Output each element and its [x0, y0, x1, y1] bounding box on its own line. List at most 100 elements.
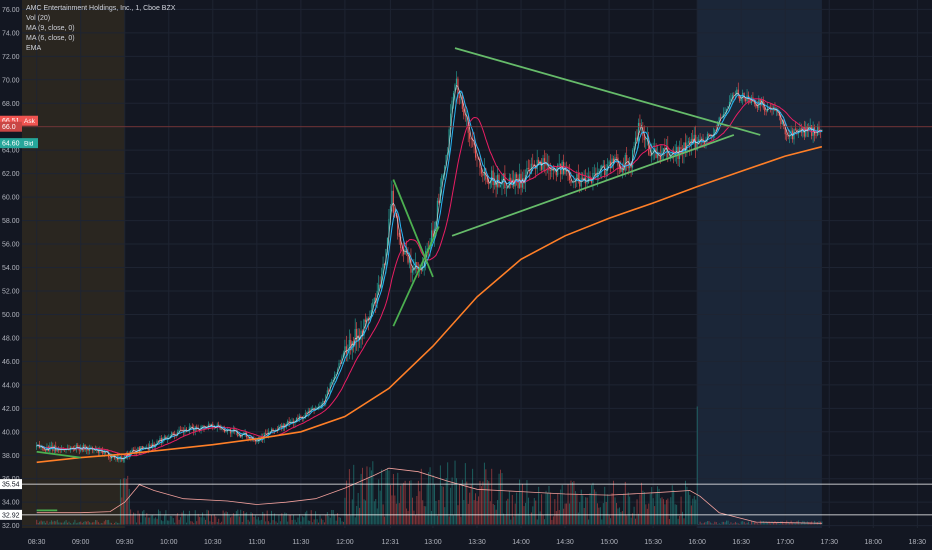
candle-body — [113, 455, 116, 459]
volume-bar — [397, 472, 399, 525]
volume-bar — [702, 523, 704, 525]
candle-body — [124, 454, 126, 459]
volume-bar — [720, 523, 722, 525]
volume-bar — [491, 468, 493, 525]
ema-line — [36, 145, 823, 464]
indicator-ma6[interactable]: MA (6, close, 0) — [26, 35, 75, 42]
volume-bar — [504, 515, 506, 525]
volume-bar — [398, 503, 400, 525]
volume-bar — [689, 494, 691, 525]
volume-bar — [365, 500, 366, 525]
volume-bar — [206, 509, 208, 525]
volume-bar — [602, 503, 604, 525]
volume-bar — [161, 520, 162, 525]
candle-body — [316, 406, 318, 410]
candle-body — [676, 147, 678, 154]
trendline — [454, 47, 761, 136]
price-tag-label: 66.0 — [2, 124, 16, 131]
candle-body — [448, 129, 450, 153]
volume-bar — [384, 516, 386, 525]
candle-body — [278, 426, 280, 430]
x-tick-label: 15:00 — [600, 539, 618, 546]
candle-body — [499, 185, 502, 187]
volume-bar — [412, 497, 413, 525]
candle-body — [674, 153, 676, 154]
candle-body — [150, 444, 152, 448]
volume-bar — [561, 485, 563, 525]
volume-bar — [792, 523, 794, 525]
volume-bar — [522, 483, 523, 525]
volume-bar — [375, 499, 377, 525]
volume-bar — [821, 521, 823, 525]
volume-bar — [181, 512, 183, 525]
candle-body — [93, 449, 95, 451]
candle-body — [403, 250, 405, 255]
candle-body — [118, 458, 120, 460]
candle-body — [452, 93, 455, 101]
candle-body — [382, 263, 384, 275]
candle-body — [328, 390, 330, 392]
volume-bar — [400, 485, 402, 525]
volume-bar — [516, 492, 518, 525]
candle-body — [353, 341, 355, 345]
volume-bar — [234, 514, 236, 525]
volume-bar — [196, 521, 198, 525]
candle-body — [636, 137, 638, 142]
candle-body — [115, 456, 117, 459]
indicator-ema[interactable]: EMA — [26, 45, 42, 52]
candle-body — [309, 410, 311, 413]
x-tick-label: 14:00 — [512, 539, 530, 546]
volume-bar — [711, 523, 713, 525]
volume-bar — [127, 475, 129, 525]
volume-bar — [121, 497, 123, 525]
candle-body — [363, 319, 365, 336]
candle-body — [505, 187, 507, 189]
candle-body — [586, 182, 588, 184]
volume-bar — [686, 486, 688, 525]
volume-bar — [128, 488, 130, 525]
volume-bar — [569, 503, 570, 525]
volume-bar — [222, 510, 224, 525]
candle-body — [715, 130, 717, 131]
candle-body — [646, 137, 648, 139]
candle-body — [416, 262, 418, 269]
volume-bar — [645, 504, 647, 525]
trendline — [451, 134, 735, 237]
volume-bar — [391, 495, 393, 525]
volume-bar — [478, 496, 479, 525]
indicator-vol[interactable]: Vol (20) — [26, 15, 51, 22]
symbol-title[interactable]: AMC Entertainment Holdings, Inc., 1, Cbo… — [26, 5, 176, 12]
candle-body — [122, 458, 124, 461]
volume-bar — [729, 523, 730, 525]
volume-bar — [668, 519, 670, 525]
volume-bar — [114, 522, 115, 525]
candle-body — [784, 126, 786, 135]
volume-bar — [362, 467, 364, 525]
candle-body — [171, 432, 173, 437]
candle-body — [103, 450, 105, 454]
candle-body — [703, 141, 706, 145]
volume-bar — [155, 517, 157, 525]
volume-bar — [335, 520, 337, 525]
volume-bar — [190, 521, 192, 525]
volume-bar — [492, 503, 494, 525]
candle-body — [223, 429, 226, 432]
candle-body — [601, 165, 603, 169]
volume-bar — [163, 515, 165, 525]
indicator-ma9[interactable]: MA (9, close, 0) — [26, 25, 75, 32]
volume-bar — [276, 522, 278, 525]
candle-body — [338, 363, 340, 370]
volume-bar — [445, 478, 447, 525]
candle-body — [684, 142, 686, 153]
candle-body — [718, 117, 720, 122]
volume-bar — [240, 509, 242, 525]
volume-bar — [263, 513, 265, 525]
candle-body — [637, 122, 640, 142]
trendline — [392, 179, 434, 278]
volume-bar — [607, 494, 609, 525]
volume-bar — [667, 498, 669, 525]
volume-bar — [169, 515, 171, 525]
candle-body — [100, 448, 102, 451]
volume-bar — [473, 500, 475, 525]
